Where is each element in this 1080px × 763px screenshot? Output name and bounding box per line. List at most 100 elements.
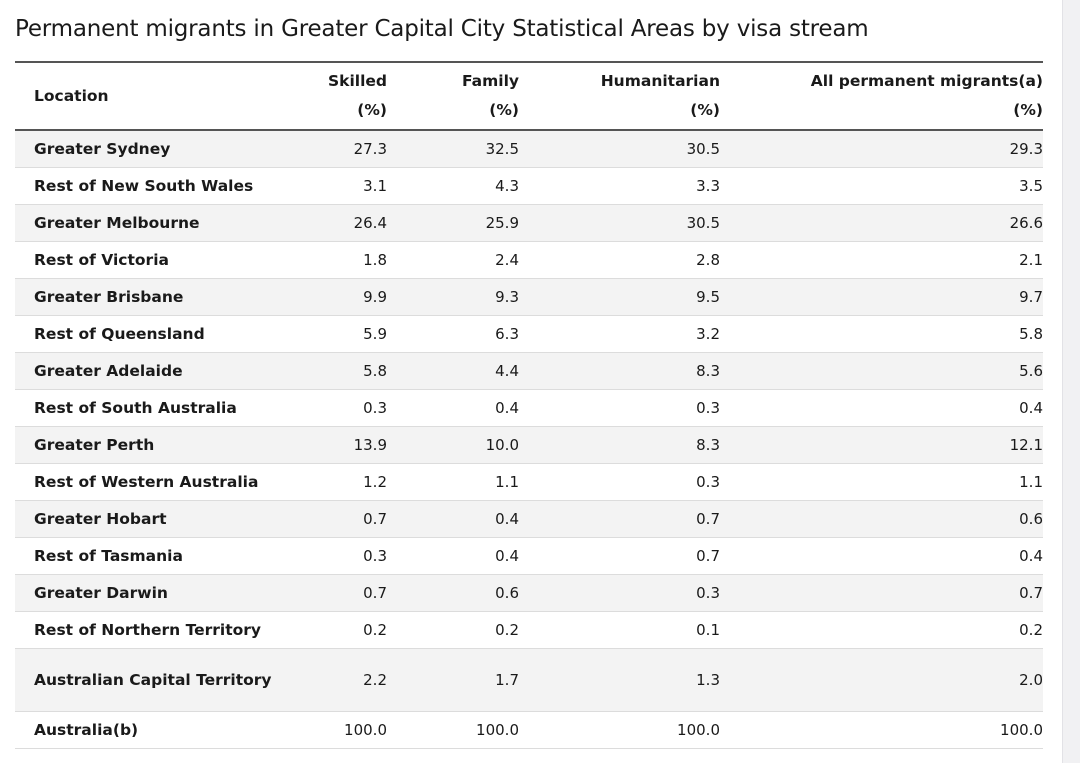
row-skilled: 5.8 [363, 361, 387, 380]
header-skilled-unit: (%) [357, 101, 387, 119]
header-humanitarian-unit: (%) [690, 101, 720, 119]
row-humanitarian: 0.7 [696, 546, 720, 565]
row-family: 9.3 [495, 287, 519, 306]
row-all: 0.7 [1019, 583, 1043, 602]
table-row: Rest of Queensland 5.9 6.3 3.2 5.8 [15, 315, 1043, 352]
row-skilled: 0.2 [363, 620, 387, 639]
row-humanitarian: 0.3 [696, 472, 720, 491]
row-humanitarian: 8.3 [696, 435, 720, 454]
row-family: 10.0 [485, 435, 519, 454]
row-skilled: 3.1 [363, 176, 387, 195]
row-skilled: 9.9 [363, 287, 387, 306]
table-row: Greater Hobart 0.7 0.4 0.7 0.6 [15, 500, 1043, 537]
page-title: Permanent migrants in Greater Capital Ci… [15, 16, 869, 42]
header-family-unit: (%) [489, 101, 519, 119]
row-location: Rest of Victoria [34, 250, 169, 269]
row-location: Greater Hobart [34, 509, 167, 528]
row-family: 100.0 [476, 720, 519, 739]
row-humanitarian: 2.8 [696, 250, 720, 269]
row-skilled: 0.7 [363, 583, 387, 602]
header-row: Location Skilled (%) Family (%) Humanita… [15, 62, 1043, 130]
row-skilled: 0.3 [363, 398, 387, 417]
row-location: Rest of Queensland [34, 324, 205, 343]
row-all: 12.1 [1009, 435, 1043, 454]
row-all: 5.8 [1019, 324, 1043, 343]
table-row: Rest of Northern Territory 0.2 0.2 0.1 0… [15, 611, 1043, 648]
header-humanitarian: Humanitarian (%) [519, 62, 720, 130]
row-humanitarian: 3.3 [696, 176, 720, 195]
row-all: 29.3 [1009, 139, 1043, 158]
row-skilled: 1.2 [363, 472, 387, 491]
row-humanitarian: 100.0 [677, 720, 720, 739]
row-all: 5.6 [1019, 361, 1043, 380]
table-row: Rest of Victoria 1.8 2.4 2.8 2.1 [15, 241, 1043, 278]
table-row: Greater Darwin 0.7 0.6 0.3 0.7 [15, 574, 1043, 611]
row-skilled: 13.9 [353, 435, 387, 454]
row-family: 4.3 [495, 176, 519, 195]
row-all: 1.1 [1019, 472, 1043, 491]
row-location: Greater Perth [34, 435, 155, 454]
table-header: Location Skilled (%) Family (%) Humanita… [15, 62, 1043, 130]
row-skilled: 26.4 [353, 213, 387, 232]
row-skilled: 5.9 [363, 324, 387, 343]
table-row: Greater Melbourne 26.4 25.9 30.5 26.6 [15, 204, 1043, 241]
row-skilled: 27.3 [353, 139, 387, 158]
vertical-scrollbar-track[interactable] [1062, 0, 1080, 763]
row-location: Rest of Northern Territory [34, 620, 261, 639]
header-family-label: Family [461, 72, 519, 90]
migrants-table: Location Skilled (%) Family (%) Humanita… [15, 61, 1043, 749]
row-family: 1.1 [495, 472, 519, 491]
row-family: 0.2 [495, 620, 519, 639]
row-family: 0.4 [495, 509, 519, 528]
table-row: Greater Adelaide 5.8 4.4 8.3 5.6 [15, 352, 1043, 389]
table-row: Rest of Tasmania 0.3 0.4 0.7 0.4 [15, 537, 1043, 574]
table-row: Rest of New South Wales 3.1 4.3 3.3 3.5 [15, 167, 1043, 204]
header-skilled: Skilled (%) [275, 62, 387, 130]
row-location: Rest of Tasmania [34, 546, 183, 565]
row-humanitarian: 1.3 [696, 670, 720, 689]
row-skilled: 0.3 [363, 546, 387, 565]
row-family: 0.6 [495, 583, 519, 602]
row-location: Rest of New South Wales [34, 176, 254, 195]
row-humanitarian: 0.7 [696, 509, 720, 528]
row-skilled: 1.8 [363, 250, 387, 269]
row-location: Greater Sydney [34, 139, 171, 158]
row-location: Greater Melbourne [34, 213, 200, 232]
table-row: Greater Sydney 27.3 32.5 30.5 29.3 [15, 130, 1043, 167]
row-location: Australia(b) [34, 720, 139, 739]
row-family: 4.4 [495, 361, 519, 380]
row-all: 0.4 [1019, 546, 1043, 565]
row-all: 0.2 [1019, 620, 1043, 639]
row-all: 9.7 [1019, 287, 1043, 306]
table-row: Rest of South Australia 0.3 0.4 0.3 0.4 [15, 389, 1043, 426]
header-humanitarian-label: Humanitarian [600, 72, 720, 90]
row-location: Rest of South Australia [34, 398, 237, 417]
row-family: 32.5 [485, 139, 519, 158]
table-row: Greater Perth 13.9 10.0 8.3 12.1 [15, 426, 1043, 463]
row-skilled: 100.0 [344, 720, 387, 739]
row-humanitarian: 0.3 [696, 398, 720, 417]
table-row: Australia(b) 100.0 100.0 100.0 100.0 [15, 711, 1043, 748]
header-skilled-label: Skilled [327, 72, 387, 90]
header-location-label: Location [34, 87, 109, 105]
table-body: Greater Sydney 27.3 32.5 30.5 29.3 Rest … [15, 130, 1043, 748]
row-location: Rest of Western Australia [34, 472, 259, 491]
row-all: 0.6 [1019, 509, 1043, 528]
row-location: Greater Brisbane [34, 287, 184, 306]
row-humanitarian: 9.5 [696, 287, 720, 306]
header-location: Location [15, 62, 275, 130]
row-family: 0.4 [495, 398, 519, 417]
header-all-permanent-migrants: All permanent migrants(a) (%) [720, 62, 1043, 130]
row-family: 25.9 [485, 213, 519, 232]
table-row: Greater Brisbane 9.9 9.3 9.5 9.7 [15, 278, 1043, 315]
row-skilled: 0.7 [363, 509, 387, 528]
row-all: 26.6 [1009, 213, 1043, 232]
row-location: Australian Capital Territory [34, 670, 272, 689]
row-all: 2.0 [1019, 670, 1043, 689]
header-all-unit: (%) [1013, 101, 1043, 119]
row-all: 2.1 [1019, 250, 1043, 269]
row-location: Greater Adelaide [34, 361, 183, 380]
row-family: 1.7 [495, 670, 519, 689]
row-family: 6.3 [495, 324, 519, 343]
row-humanitarian: 0.3 [696, 583, 720, 602]
